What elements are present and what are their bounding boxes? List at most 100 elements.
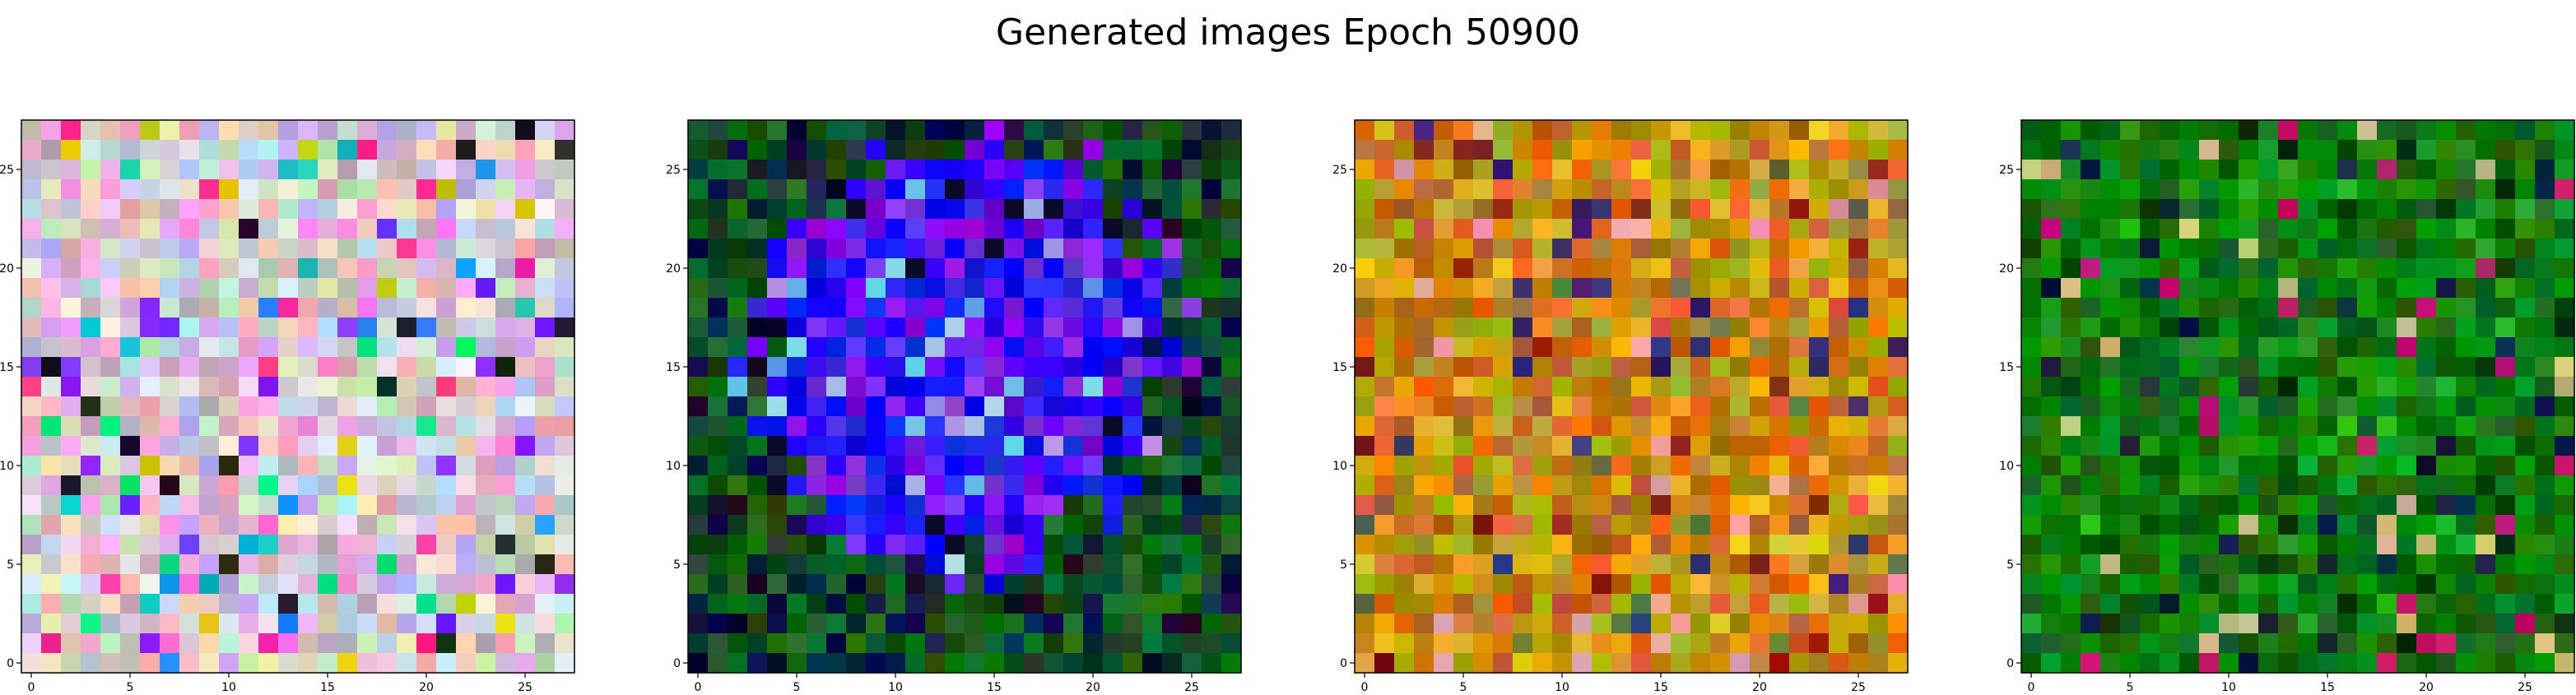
pixel-cell (1162, 495, 1183, 516)
pixel-cell (1671, 357, 1691, 378)
pixel-cell (179, 515, 200, 535)
pixel-cell (807, 475, 827, 496)
pixel-cell (1769, 633, 1790, 654)
pixel-cell (298, 495, 319, 516)
pixel-cell (1631, 199, 1652, 220)
pixel-cell (826, 298, 847, 318)
pixel-cell (1453, 535, 1474, 555)
pixel-cell (2219, 396, 2239, 417)
pixel-cell (377, 416, 398, 437)
pixel-cell (2535, 456, 2555, 476)
pixel-cell (1789, 594, 1810, 614)
pixel-cell (2515, 278, 2536, 299)
pixel-cell (515, 219, 536, 239)
pixel-cell (826, 278, 847, 299)
pixel-cell (1493, 317, 1514, 338)
pixel-cell (1123, 495, 1143, 516)
pixel-cell (787, 278, 807, 299)
pixel-cell (886, 475, 906, 496)
pixel-cell (2337, 199, 2358, 220)
pixel-cell (495, 140, 516, 160)
pixel-cell (219, 239, 239, 259)
pixel-cell (1710, 160, 1731, 180)
pixel-cell (905, 416, 926, 437)
pixel-cell (239, 633, 259, 654)
pixel-cell (1513, 160, 1533, 180)
pixel-cell (2298, 298, 2318, 318)
pixel-cell (258, 515, 279, 535)
pixel-cell (1473, 515, 1494, 535)
pixel-cell (2337, 377, 2358, 397)
pixel-cell (1809, 258, 1830, 279)
pixel-cell (140, 239, 160, 259)
pixel-cell (1572, 495, 1593, 516)
pixel-cell (1829, 120, 1849, 141)
pixel-cell (100, 456, 121, 476)
pixel-cell (219, 278, 239, 299)
pixel-cell (2061, 416, 2081, 437)
pixel-cell (21, 456, 42, 476)
pixel-cell (2239, 456, 2259, 476)
pixel-cell (2120, 219, 2141, 239)
pixel-cell (1671, 456, 1691, 476)
pixel-cell (2397, 614, 2417, 634)
pixel-cell (515, 436, 536, 456)
pixel-cell (1730, 495, 1751, 516)
pixel-cell (2120, 633, 2141, 654)
pixel-cell (239, 416, 259, 437)
pixel-cell (2535, 120, 2555, 141)
pixel-cell (1434, 239, 1454, 259)
pixel-cell (728, 160, 748, 180)
pixel-cell (160, 377, 180, 397)
pixel-cell (298, 357, 319, 378)
pixel-cell (1142, 653, 1163, 674)
pixel-cell (2219, 475, 2239, 496)
pixel-cell (1024, 140, 1044, 160)
pixel-cell (337, 633, 358, 654)
pixel-cell (1044, 574, 1064, 595)
pixel-cell (61, 199, 81, 220)
pixel-cell (708, 179, 728, 200)
pixel-cell (1592, 396, 1612, 417)
pixel-cell (826, 594, 847, 614)
pixel-cell (258, 554, 279, 575)
pixel-cell (41, 140, 62, 160)
pixel-cell (1103, 357, 1123, 378)
pixel-cell (337, 377, 358, 397)
pixel-cell (21, 140, 42, 160)
pixel-cell (278, 140, 299, 160)
pixel-cell (787, 160, 807, 180)
pixel-cell (1592, 357, 1612, 378)
pixel-cell (2258, 160, 2279, 180)
pixel-cell (2357, 298, 2378, 318)
pixel-cell (160, 120, 180, 141)
pixel-cell (1024, 357, 1044, 378)
pixel-cell (1024, 278, 1044, 299)
pixel-cell (1103, 475, 1123, 496)
pixel-cell (2357, 515, 2378, 535)
pixel-cell (1024, 436, 1044, 456)
pixel-cell (535, 357, 556, 378)
pixel-cell (1710, 278, 1731, 299)
pixel-cell (1493, 416, 1514, 437)
pixel-cell (1142, 456, 1163, 476)
pixel-cell (2179, 633, 2200, 654)
pixel-cell (2456, 416, 2476, 437)
pixel-cell (826, 574, 847, 595)
pixel-cell (2258, 614, 2279, 634)
pixel-cell (886, 633, 906, 654)
pixel-cell (456, 258, 477, 279)
pixel-cell (1414, 633, 1434, 654)
pixel-cell (1394, 653, 1415, 674)
pixel-cell (1493, 495, 1514, 516)
pixel-cell (2179, 515, 2200, 535)
pixel-cell (2081, 574, 2101, 595)
pixel-cell (1552, 633, 1573, 654)
pixel-cell (728, 298, 748, 318)
pixel-cell (2436, 554, 2457, 575)
pixel-cell (965, 377, 985, 397)
pixel-cell (728, 239, 748, 259)
pixel-cell (81, 278, 101, 299)
pixel-cell (456, 298, 477, 318)
pixel-cell (2456, 614, 2476, 634)
